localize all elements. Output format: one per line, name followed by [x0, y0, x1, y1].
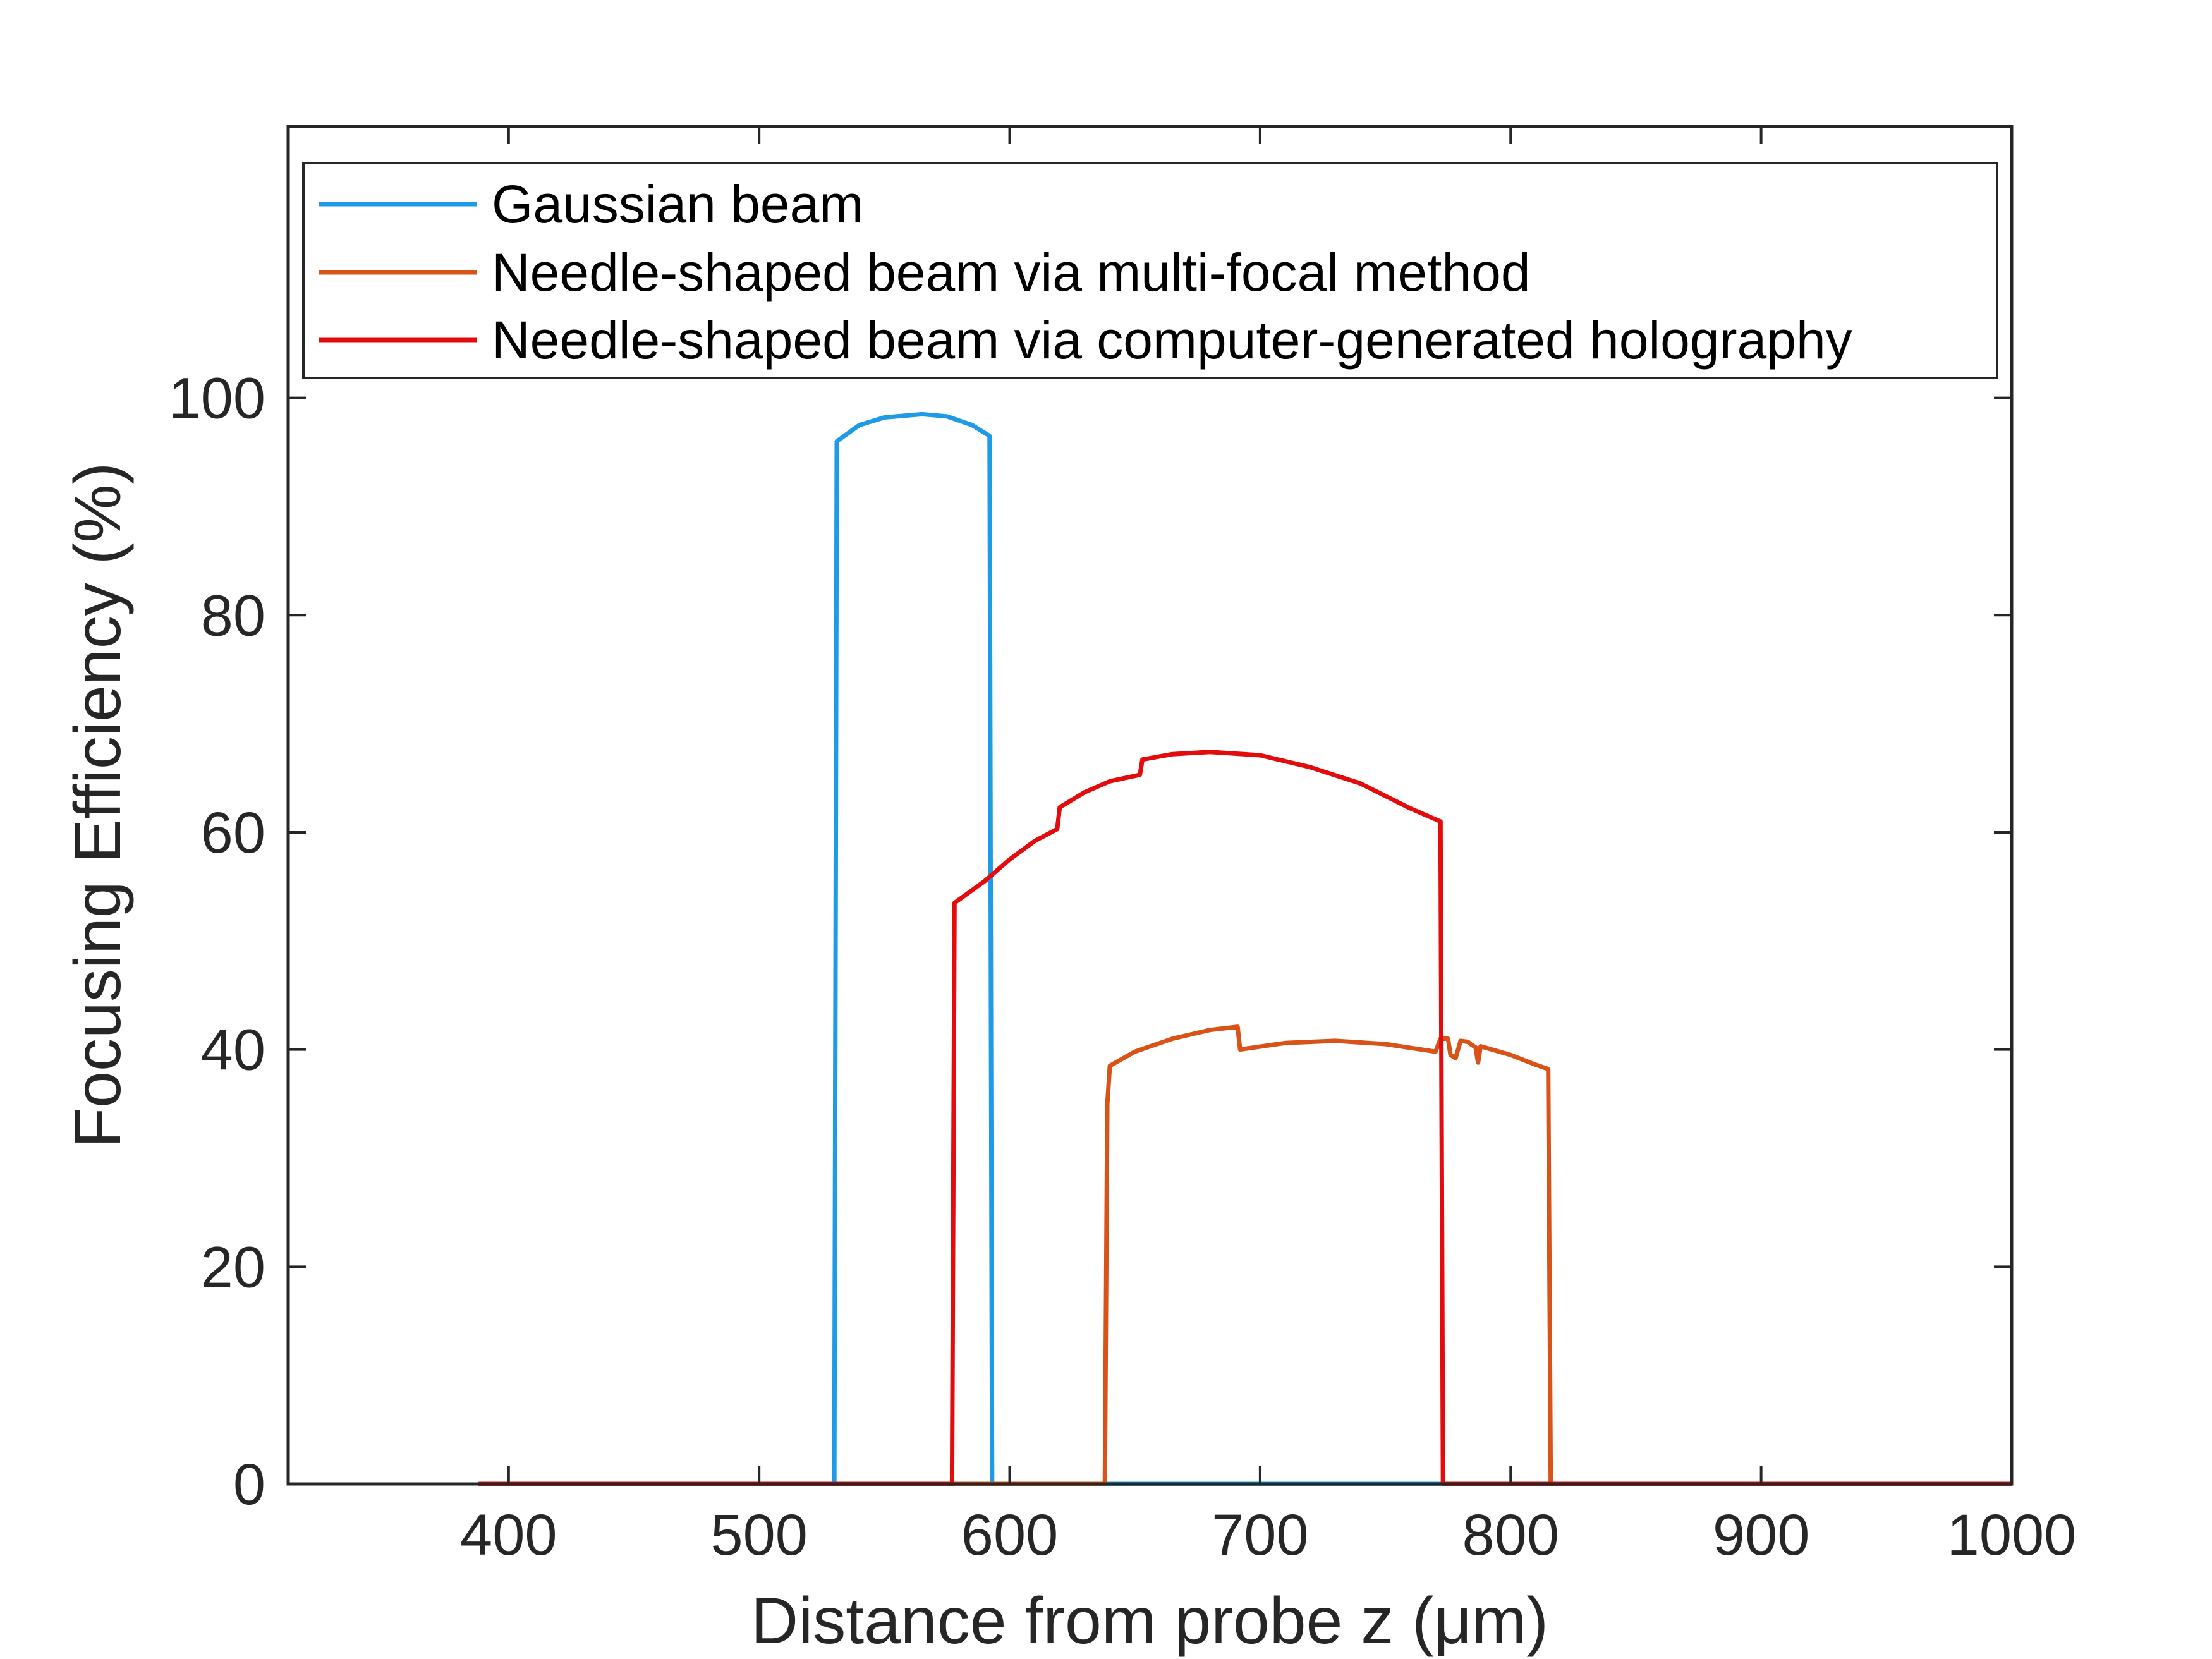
y-tick-label: 100: [169, 367, 266, 431]
x-tick-label: 800: [1462, 1503, 1560, 1567]
legend-label-holography: Needle-shaped beam via computer-generate…: [492, 310, 1852, 370]
series-line-2: [478, 750, 2012, 1486]
axis-ticks: 400 500 600 700 800 900 1000 0 20 40 60 80 100: [169, 126, 2077, 1567]
x-tick-label: 600: [961, 1503, 1059, 1567]
legend-label-gaussian: Gaussian beam: [492, 174, 863, 234]
series-line-1: [508, 1024, 2012, 1486]
y-tick-label: 40: [201, 1018, 265, 1083]
y-tick-label: 80: [201, 583, 265, 648]
x-tick-label: 400: [460, 1503, 557, 1567]
plot-frame: [286, 125, 2014, 1486]
y-axis-title: Focusing Efficiency (%): [61, 463, 135, 1148]
y-tick-label: 60: [201, 801, 265, 865]
x-tick-label: 1000: [1947, 1503, 2077, 1567]
y-tick-label: 0: [233, 1452, 265, 1517]
x-tick-label: 700: [1212, 1503, 1309, 1567]
x-axis-title: Distance from probe z (μm): [751, 1584, 1548, 1658]
series-line-0: [508, 411, 1443, 1486]
legend: Gaussian beam Needle-shaped beam via mul…: [302, 162, 1998, 379]
series-lines: [478, 411, 2012, 1486]
legend-label-multifocal: Needle-shaped beam via multi-focal metho…: [492, 243, 1531, 302]
y-tick-label: 20: [201, 1235, 265, 1299]
legend-box: [302, 162, 1998, 379]
x-tick-label: 500: [710, 1503, 808, 1567]
x-tick-label: 900: [1713, 1503, 1810, 1567]
